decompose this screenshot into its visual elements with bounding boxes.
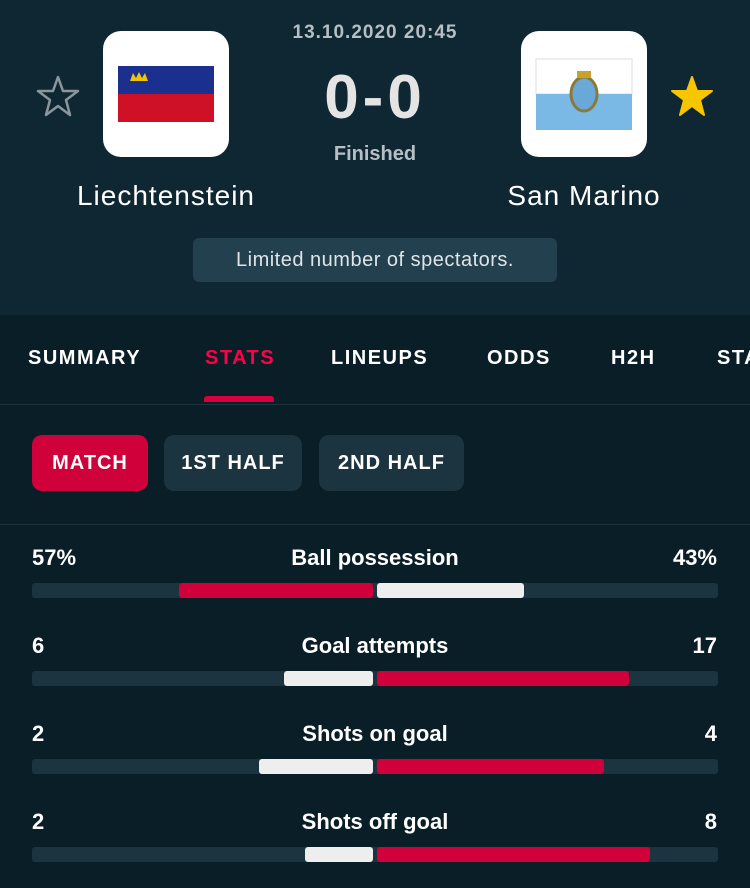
tab[interactable]: STA [717, 347, 750, 369]
score: 0-0 [324, 63, 426, 132]
home-bar [178, 583, 373, 598]
home-bar [304, 847, 373, 862]
away-bar [377, 759, 605, 774]
favorite-star[interactable] [36, 75, 80, 117]
team-logo [521, 31, 647, 157]
match-date: 13.10.2020 20:45 [292, 22, 458, 43]
away-bar [377, 671, 630, 686]
home-bar [259, 759, 373, 774]
stat-home-value: 6 [32, 633, 45, 658]
stat-home-value: 2 [32, 809, 45, 834]
period-tab[interactable]: 2ND HALF [319, 435, 464, 491]
match-status: Finished [333, 143, 417, 165]
home-team: Liechtenstein [76, 180, 255, 211]
tab[interactable]: LINEUPS [331, 347, 429, 369]
stat-track [32, 583, 718, 598]
period-tab[interactable]: MATCH [32, 435, 148, 491]
tab[interactable]: SUMMARY [28, 347, 142, 369]
stat-home-value: 57% [32, 545, 77, 570]
stat-label: Shots off goal [301, 809, 449, 834]
away-bar [377, 583, 524, 598]
stat-away-value: 8 [704, 809, 717, 834]
stat-away-value: 43% [672, 545, 717, 570]
stat-label: Shots on goal [302, 721, 448, 746]
team-logo [103, 31, 229, 157]
home-bar [284, 671, 373, 686]
stat-away-value: 17 [692, 633, 717, 658]
stat-home-value: 2 [32, 721, 45, 746]
active-tab-indicator [204, 396, 274, 402]
stat-track [32, 759, 718, 774]
tab-bar [0, 315, 750, 405]
favorite-star[interactable] [670, 75, 714, 117]
tab[interactable]: STATS [205, 347, 276, 369]
away-team: San Marino [507, 180, 661, 211]
period-tab[interactable]: 1ST HALF [164, 435, 302, 491]
stat-label: Goal attempts [301, 633, 449, 658]
tab[interactable]: ODDS [487, 347, 551, 369]
away-bar [377, 847, 650, 862]
stat-away-value: 4 [704, 721, 717, 746]
tab[interactable]: H2H [611, 347, 656, 369]
stat-label: Ball possession [291, 545, 459, 570]
divider [0, 524, 750, 525]
match-note: Limited number of spectators. [193, 238, 557, 282]
